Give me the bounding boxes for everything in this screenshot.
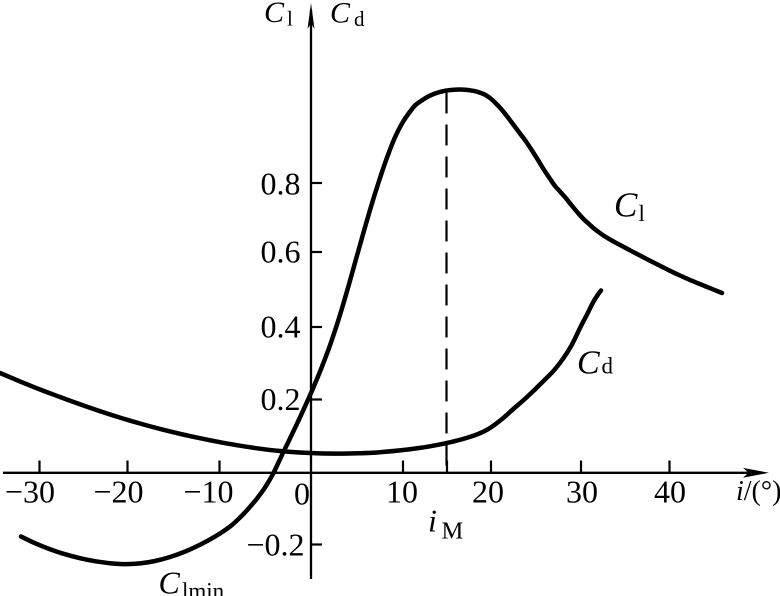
svg-text:l: l	[639, 201, 645, 226]
svg-text:C: C	[264, 0, 285, 29]
svg-text:−10: −10	[183, 474, 233, 510]
svg-text:30: 30	[566, 474, 598, 510]
svg-text:40: 40	[654, 474, 686, 510]
svg-text:0.6: 0.6	[261, 234, 301, 270]
svg-text:20: 20	[472, 474, 504, 510]
svg-text:−0.2: −0.2	[246, 527, 304, 563]
svg-text:0: 0	[294, 476, 310, 512]
svg-text:lmin: lmin	[182, 579, 225, 596]
svg-text:C: C	[577, 345, 600, 382]
svg-text:C: C	[159, 565, 181, 596]
svg-text:−30: −30	[5, 474, 55, 510]
svg-text:10: 10	[386, 474, 418, 510]
svg-text:d: d	[602, 354, 614, 379]
svg-text:0.2: 0.2	[261, 381, 301, 417]
svg-text:l: l	[287, 7, 293, 31]
svg-text:−20: −20	[93, 474, 143, 510]
svg-text:i: i	[428, 503, 437, 539]
svg-text:C: C	[614, 186, 638, 225]
svg-text:0.4: 0.4	[261, 309, 301, 345]
svg-text:i/(°): i/(°)	[736, 476, 780, 507]
svg-text:M: M	[442, 518, 464, 545]
svg-text:d: d	[354, 7, 365, 31]
svg-text:C: C	[330, 0, 351, 30]
svg-text:0.8: 0.8	[261, 166, 301, 202]
